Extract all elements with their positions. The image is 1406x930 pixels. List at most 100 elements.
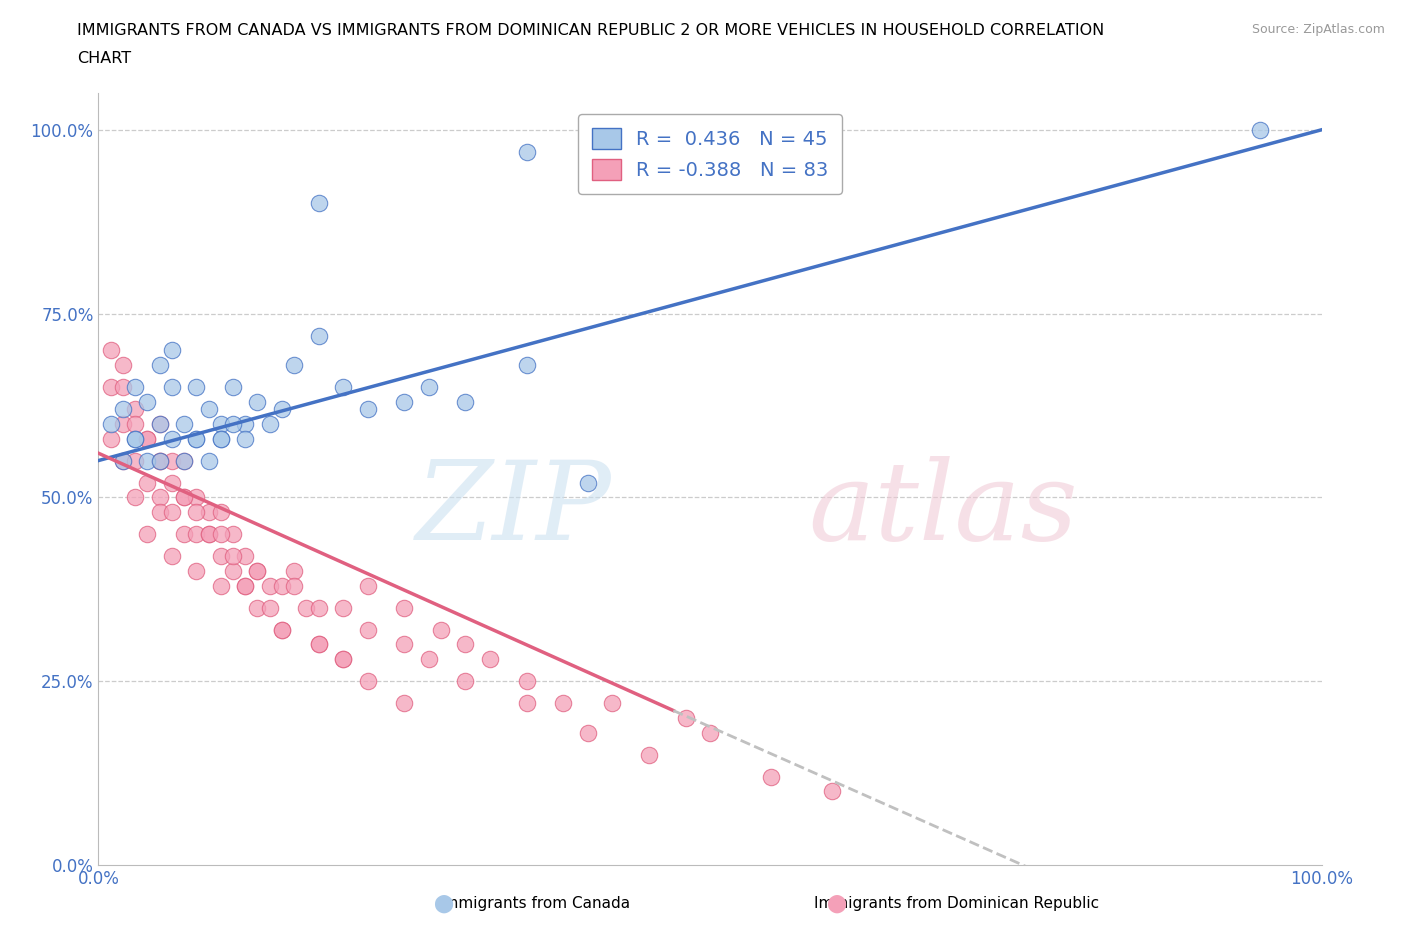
Point [392,394,416,409]
Point [283,357,305,372]
Point [209,549,232,564]
Point [149,505,172,520]
Point [173,490,195,505]
Point [283,564,305,578]
Point [270,622,294,637]
Point [197,453,219,468]
Point [332,379,354,394]
Point [209,505,232,520]
Point [222,526,245,541]
Point [308,196,330,211]
Point [699,725,721,740]
Point [111,417,134,432]
Point [356,402,378,417]
Point [553,696,575,711]
Point [308,637,330,652]
Point [259,600,281,615]
Point [149,453,172,468]
Point [516,696,538,711]
Point [356,673,378,688]
Point [576,725,599,740]
Point [124,453,146,468]
Point [124,379,146,394]
Point [111,379,134,394]
Point [186,432,208,446]
Point [392,600,416,615]
Point [356,622,378,637]
Point [100,343,122,358]
Point [233,417,256,432]
Point [761,769,783,784]
Point [637,747,661,762]
Point [270,402,294,417]
Point [308,328,330,343]
Point [173,490,195,505]
Point [392,696,416,711]
Point [149,453,172,468]
Text: IMMIGRANTS FROM CANADA VS IMMIGRANTS FROM DOMINICAN REPUBLIC 2 OR MORE VEHICLES : IMMIGRANTS FROM CANADA VS IMMIGRANTS FRO… [77,23,1105,38]
Text: atlas: atlas [808,456,1077,564]
Point [149,490,172,505]
Text: CHART: CHART [77,51,131,66]
Point [283,578,305,593]
Point [392,637,416,652]
Point [430,622,453,637]
Point [418,379,440,394]
Point [173,526,195,541]
Point [197,526,219,541]
Point [576,475,599,490]
Point [160,432,183,446]
Point [160,343,183,358]
Point [197,402,219,417]
Point [308,637,330,652]
Point [160,475,183,490]
Point [516,673,538,688]
Point [233,578,256,593]
Point [222,417,245,432]
Point [209,432,232,446]
Point [186,432,208,446]
Point [124,432,146,446]
Point [124,490,146,505]
Point [246,394,269,409]
Point [173,453,195,468]
Point [186,490,208,505]
Point [124,432,146,446]
Point [478,652,501,667]
Point [454,637,477,652]
Point [160,505,183,520]
Point [209,526,232,541]
Point [418,652,440,667]
Point [270,622,294,637]
Point [356,578,378,593]
Point [675,711,697,725]
Text: Immigrants from Dominican Republic: Immigrants from Dominican Republic [814,897,1098,911]
Point [246,564,269,578]
Point [222,379,245,394]
Point [160,549,183,564]
Point [111,402,134,417]
Point [332,600,354,615]
Point [136,394,159,409]
Point [332,652,354,667]
Point [454,673,477,688]
Text: Source: ZipAtlas.com: Source: ZipAtlas.com [1251,23,1385,36]
Point [149,417,172,432]
Point [100,417,122,432]
Point [160,379,183,394]
Point [233,578,256,593]
Point [136,526,159,541]
Point [136,453,159,468]
Point [259,578,281,593]
Point [149,357,172,372]
Point [100,432,122,446]
Legend: R =  0.436   N = 45, R = -0.388   N = 83: R = 0.436 N = 45, R = -0.388 N = 83 [578,114,842,193]
Point [197,526,219,541]
Point [149,417,172,432]
Point [173,453,195,468]
Point [160,453,183,468]
Point [222,549,245,564]
Text: ⬤: ⬤ [827,895,846,913]
Point [821,784,844,799]
Point [209,432,232,446]
